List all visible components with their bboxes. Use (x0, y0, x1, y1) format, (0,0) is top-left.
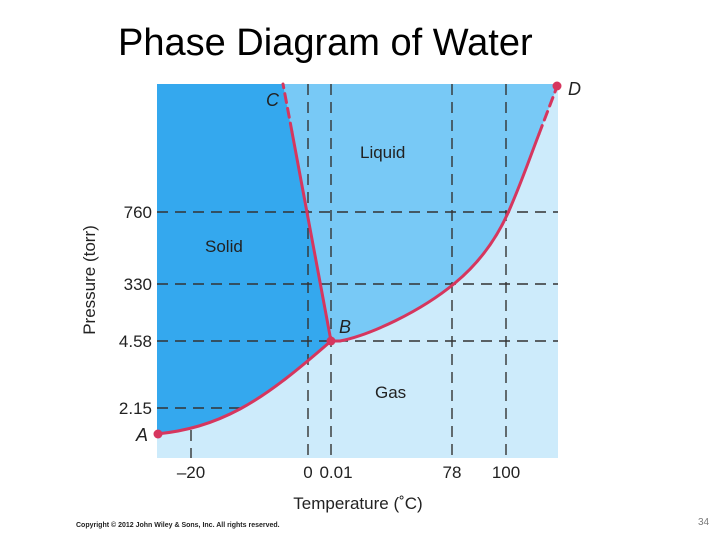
x-tick-001: 0.01 (319, 463, 352, 482)
solid-region (157, 84, 331, 434)
point-a-label: A (135, 425, 148, 445)
y-tick-215: 2.15 (119, 399, 152, 418)
point-d-label: D (568, 79, 581, 99)
region-label-gas: Gas (375, 383, 406, 402)
page-number: 34 (698, 517, 710, 528)
y-tick-330: 330 (124, 275, 152, 294)
x-tick-0: 0 (303, 463, 312, 482)
vaporization-curve-extension (537, 82, 560, 136)
region-label-liquid: Liquid (360, 143, 405, 162)
copyright-notice: Copyright © 2012 John Wiley & Sons, Inc.… (76, 522, 280, 529)
y-tick-760: 760 (124, 203, 152, 222)
y-tick-458: 4.58 (119, 332, 152, 351)
region-label-solid: Solid (205, 237, 243, 256)
point-d-marker (552, 81, 562, 91)
point-a-marker (153, 429, 163, 439)
sublimation-curve (155, 339, 333, 436)
melting-curve (290, 130, 333, 343)
point-b-label: B (339, 317, 351, 337)
x-tick-78: 78 (443, 463, 462, 482)
y-axis-label: Pressure (torr) (80, 225, 99, 335)
point-c-label: C (266, 90, 280, 110)
x-tick-minus20: –20 (177, 463, 205, 482)
reference-lines (157, 84, 558, 458)
vaporization-curve (329, 132, 541, 343)
x-tick-100: 100 (492, 463, 520, 482)
point-b-marker (326, 336, 336, 346)
melting-curve-extension (281, 82, 294, 134)
liquid-region (283, 84, 558, 341)
slide-title: Phase Diagram of Water (118, 22, 533, 64)
x-axis-label: Temperature (˚C) (293, 494, 422, 513)
